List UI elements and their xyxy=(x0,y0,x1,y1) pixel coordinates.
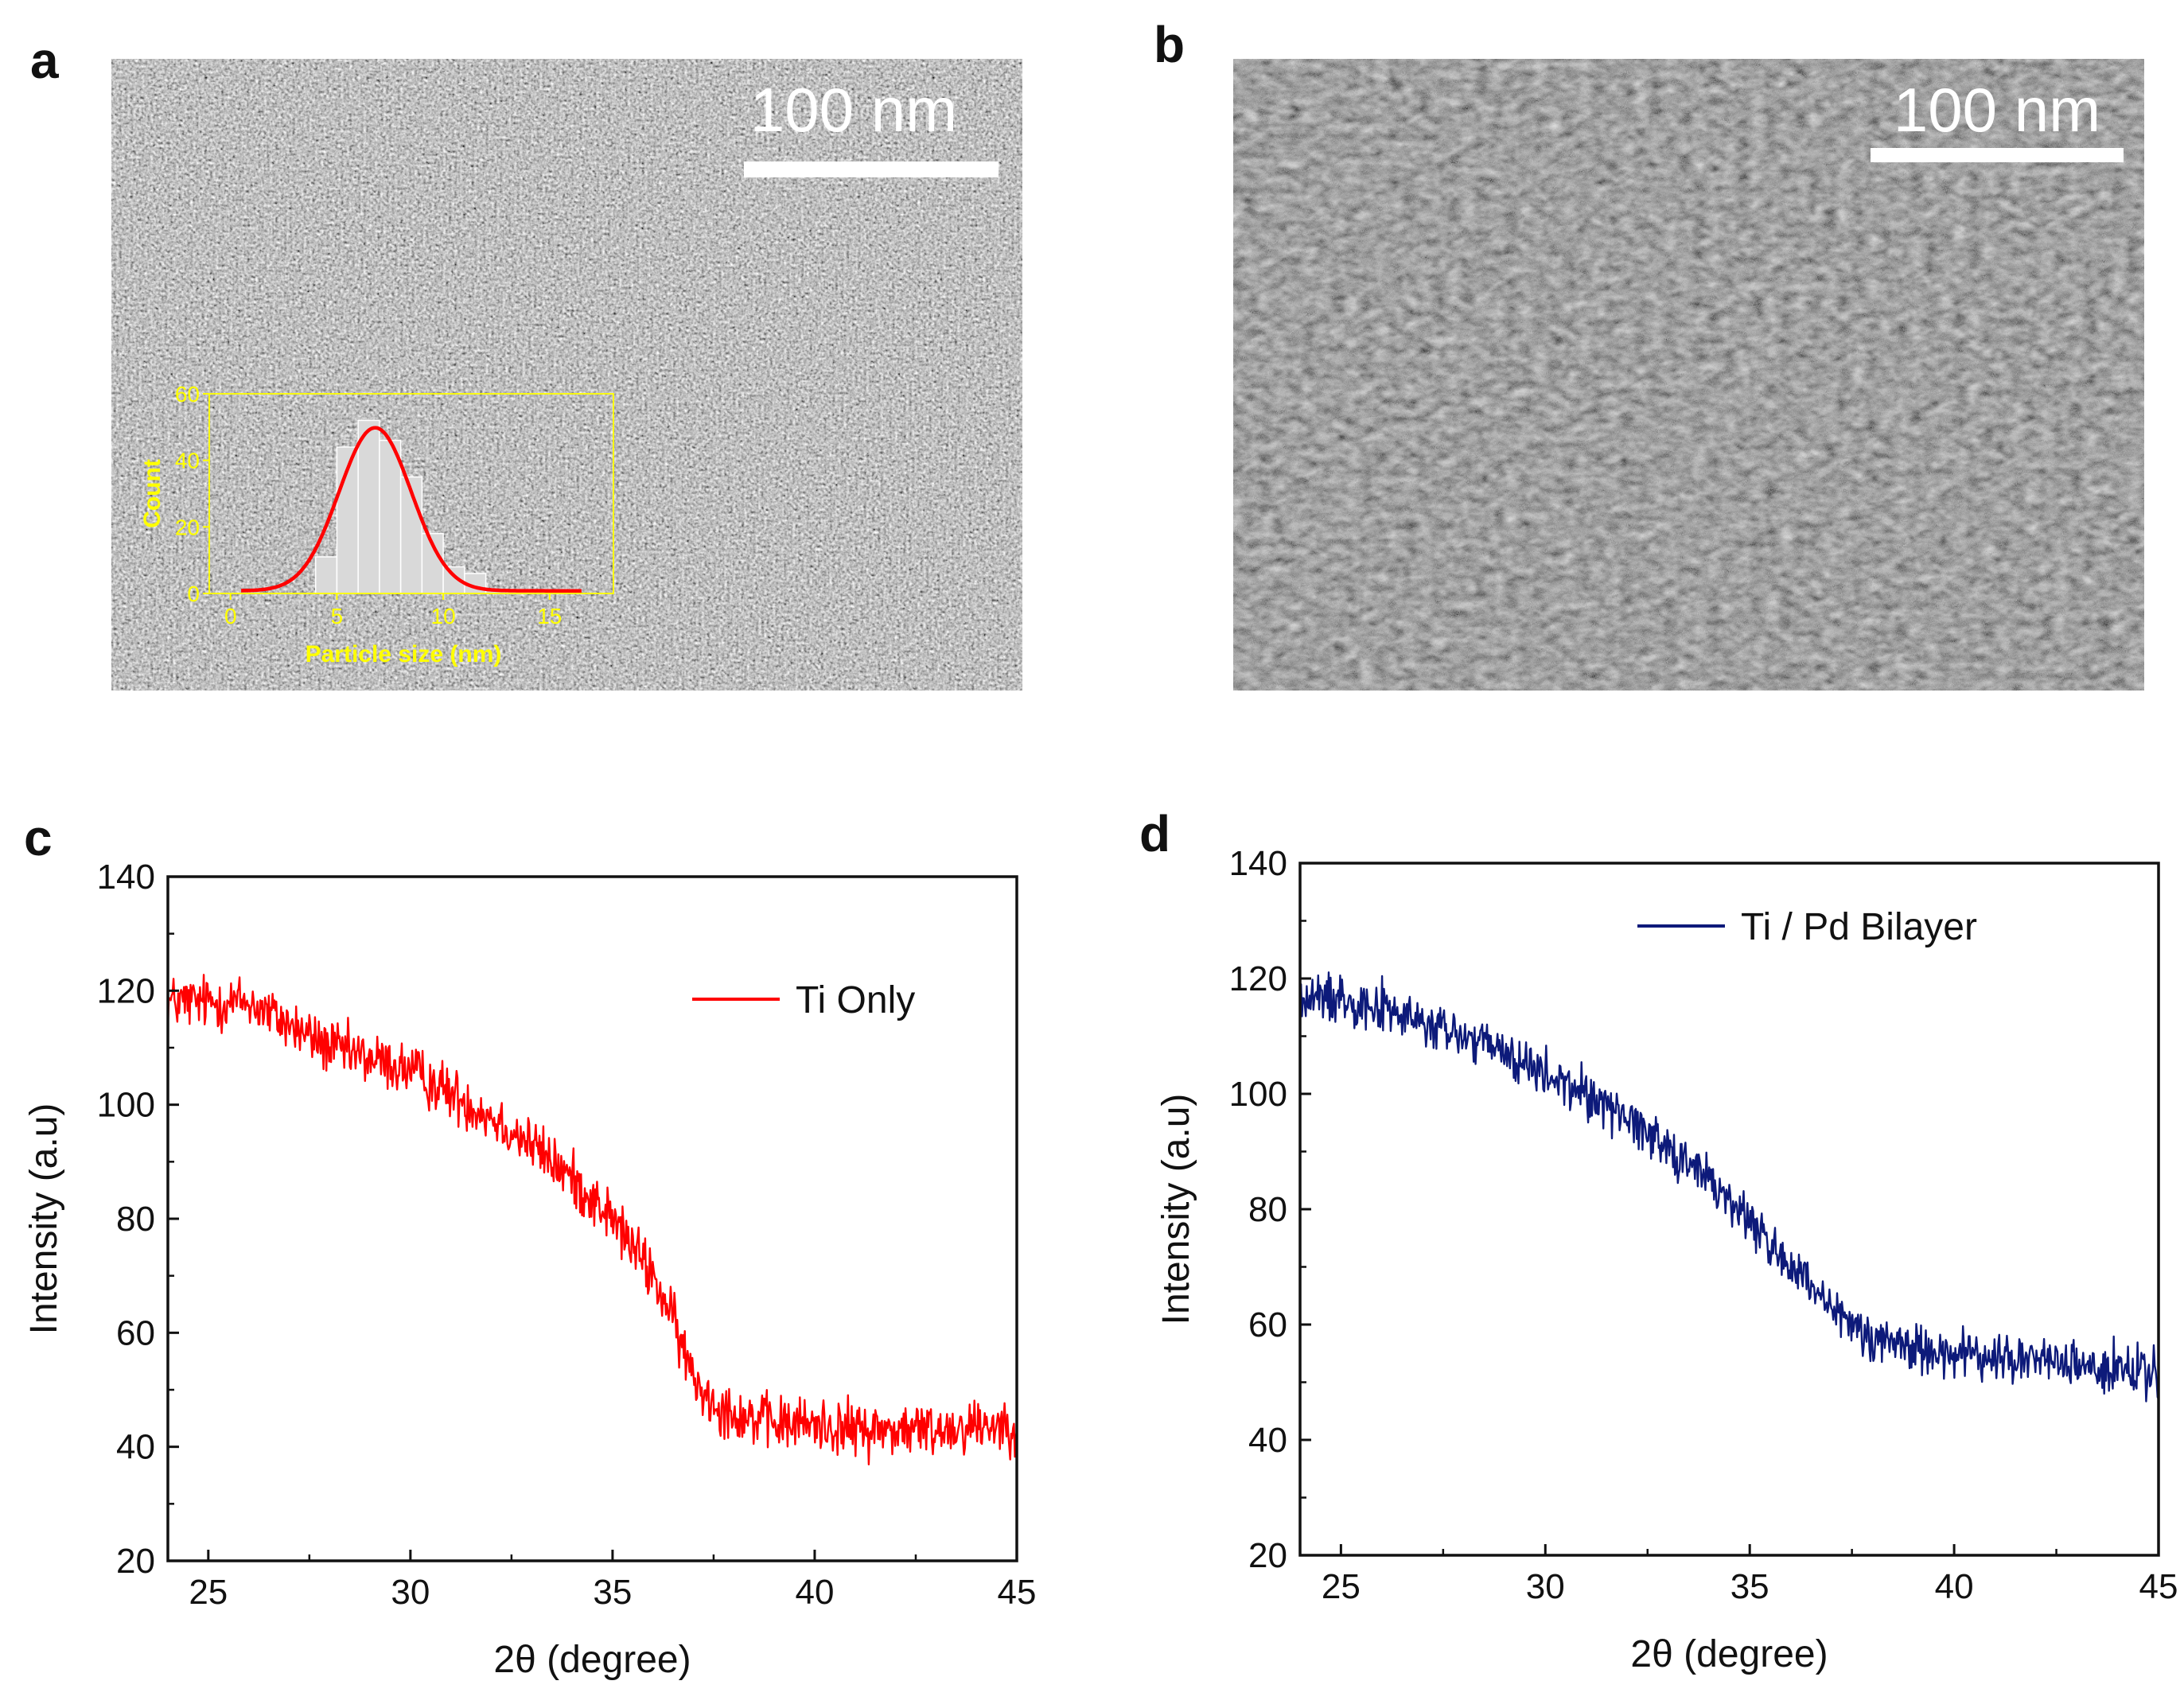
inset-x-tick-label-0: 0 xyxy=(224,604,237,628)
inset-y-axis-title: Count xyxy=(139,459,165,528)
y-tick-label-3: 80 xyxy=(116,1200,155,1239)
series-line-0 xyxy=(166,974,1018,1465)
x-tick-label-0: 25 xyxy=(189,1573,228,1612)
legend-label-0: Ti Only xyxy=(796,979,915,1021)
y-tick-label-4: 100 xyxy=(97,1086,155,1125)
y-axis-title: Intensity (a.u) xyxy=(23,1103,65,1335)
histogram-bar-2 xyxy=(357,419,380,594)
scale-bar-label-a: 100 nm xyxy=(750,75,957,145)
sem-texture-a xyxy=(111,59,1022,691)
sem-texture-b xyxy=(1233,59,2144,691)
x-tick-label-3: 40 xyxy=(1935,1567,1974,1606)
series-line-0 xyxy=(1298,971,2160,1403)
panel-letter-b: b xyxy=(1154,16,1185,73)
x-tick-label-0: 25 xyxy=(1322,1567,1361,1606)
gaussian-fit-line xyxy=(241,426,582,593)
x-tick-label-3: 40 xyxy=(795,1573,834,1612)
y-tick-label-6: 140 xyxy=(1229,844,1287,883)
inset-y-tick-label-0: 0 xyxy=(187,582,200,606)
x-tick-label-1: 30 xyxy=(1526,1567,1565,1606)
y-tick-label-3: 80 xyxy=(1248,1190,1287,1229)
y-tick-label-2: 60 xyxy=(1248,1305,1287,1344)
y-tick-label-1: 40 xyxy=(1248,1421,1287,1460)
histogram-bar-3 xyxy=(379,439,402,594)
legend-label-0: Ti / Pd Bilayer xyxy=(1741,906,1977,948)
y-tick-label-0: 20 xyxy=(1248,1536,1287,1575)
inset-y-tick-label-3: 60 xyxy=(175,382,200,407)
x-axis-title: 2θ (degree) xyxy=(493,1639,691,1681)
y-tick-label-0: 20 xyxy=(116,1542,155,1581)
inset-frame xyxy=(208,393,614,594)
scale-bar-b xyxy=(1871,148,2124,162)
panel-d: d Ti / Pd Bilayer 25 30 35 40 45 20 40 60 80 100 12… xyxy=(1139,805,2178,1675)
y-tick-label-5: 120 xyxy=(1229,959,1287,998)
inset-x-tick-label-1: 5 xyxy=(331,604,344,628)
histogram-bar-0 xyxy=(314,556,338,594)
inset-x-axis-title: Particle size (nm) xyxy=(306,641,502,667)
xrd-chart-ti-only: Ti Only 25 30 35 40 45 20 40 60 80 100 120 140 2θ (de… xyxy=(23,858,1036,1681)
y-tick-label-6: 140 xyxy=(97,858,155,897)
scale-bar-a xyxy=(744,161,999,177)
particle-size-histogram: 0 5 10 15 0 20 40 60 Particle size (nm) Count xyxy=(139,382,614,667)
y-tick-label-1: 40 xyxy=(116,1428,155,1467)
inset-x-tick-label-2: 10 xyxy=(431,604,456,628)
y-tick-label-4: 100 xyxy=(1229,1075,1287,1114)
xrd-chart-ti-pd-bilayer: Ti / Pd Bilayer 25 30 35 40 45 20 40 60 80 100 120 1… xyxy=(1155,844,2178,1675)
x-tick-label-4: 45 xyxy=(2139,1567,2178,1606)
panel-c: c Ti Only 25 30 35 40 45 20 40 60 80 100 120 140 2θ (… xyxy=(23,809,1036,1681)
y-tick-label-5: 120 xyxy=(97,971,155,1010)
x-tick-label-1: 30 xyxy=(391,1573,430,1612)
x-axis-title: 2θ (degree) xyxy=(1630,1633,1828,1675)
x-tick-label-2: 35 xyxy=(1730,1567,1769,1606)
plot-frame xyxy=(1298,862,2160,1557)
panel-letter-d: d xyxy=(1139,805,1170,862)
inset-y-tick-label-2: 40 xyxy=(175,449,200,473)
x-tick-label-2: 35 xyxy=(593,1573,632,1612)
y-tick-label-2: 60 xyxy=(116,1313,155,1352)
y-axis-title: Intensity (a.u) xyxy=(1155,1094,1197,1325)
x-tick-label-4: 45 xyxy=(998,1573,1037,1612)
scale-bar-label-b: 100 nm xyxy=(1894,75,2100,145)
panel-letter-a: a xyxy=(30,32,59,89)
panel-letter-c: c xyxy=(24,809,53,866)
panel-b: b 100 nm xyxy=(1154,16,2144,691)
inset-x-tick-label-3: 15 xyxy=(537,604,562,628)
inset-y-tick-label-1: 20 xyxy=(175,515,200,539)
panel-a: a 100 nm 0 5 10 15 0 20 40 60 Particle size (nm)… xyxy=(30,32,1022,691)
